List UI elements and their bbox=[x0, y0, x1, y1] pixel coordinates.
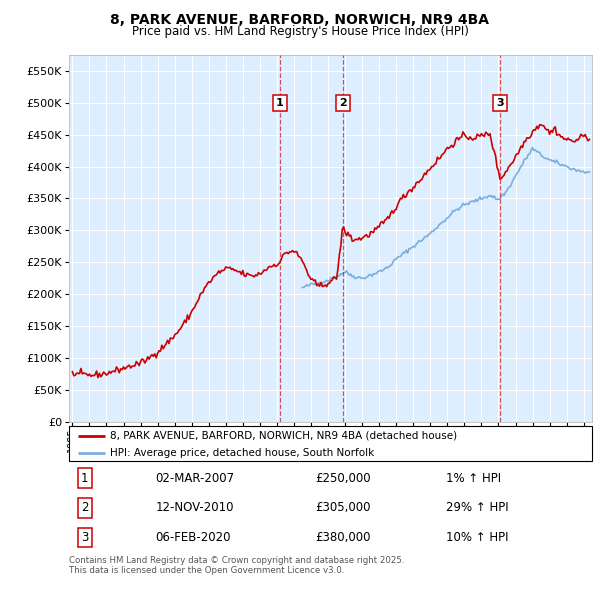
Text: 1: 1 bbox=[81, 472, 88, 485]
Text: £305,000: £305,000 bbox=[315, 502, 370, 514]
Text: 8, PARK AVENUE, BARFORD, NORWICH, NR9 4BA (detached house): 8, PARK AVENUE, BARFORD, NORWICH, NR9 4B… bbox=[110, 431, 457, 441]
Text: 10% ↑ HPI: 10% ↑ HPI bbox=[446, 531, 508, 544]
Text: 8, PARK AVENUE, BARFORD, NORWICH, NR9 4BA: 8, PARK AVENUE, BARFORD, NORWICH, NR9 4B… bbox=[110, 13, 490, 27]
Text: 02-MAR-2007: 02-MAR-2007 bbox=[155, 472, 235, 485]
Text: £250,000: £250,000 bbox=[315, 472, 371, 485]
Text: 1: 1 bbox=[276, 98, 284, 108]
Text: Price paid vs. HM Land Registry's House Price Index (HPI): Price paid vs. HM Land Registry's House … bbox=[131, 25, 469, 38]
Text: 29% ↑ HPI: 29% ↑ HPI bbox=[446, 502, 508, 514]
Text: 2: 2 bbox=[81, 502, 88, 514]
Text: 12-NOV-2010: 12-NOV-2010 bbox=[155, 502, 234, 514]
Text: 06-FEB-2020: 06-FEB-2020 bbox=[155, 531, 231, 544]
Text: 3: 3 bbox=[81, 531, 88, 544]
Text: 3: 3 bbox=[496, 98, 504, 108]
FancyBboxPatch shape bbox=[69, 426, 592, 461]
Text: HPI: Average price, detached house, South Norfolk: HPI: Average price, detached house, Sout… bbox=[110, 448, 374, 457]
Text: 2: 2 bbox=[339, 98, 347, 108]
Text: £380,000: £380,000 bbox=[315, 531, 370, 544]
Text: Contains HM Land Registry data © Crown copyright and database right 2025.
This d: Contains HM Land Registry data © Crown c… bbox=[69, 556, 404, 575]
Text: 1% ↑ HPI: 1% ↑ HPI bbox=[446, 472, 501, 485]
